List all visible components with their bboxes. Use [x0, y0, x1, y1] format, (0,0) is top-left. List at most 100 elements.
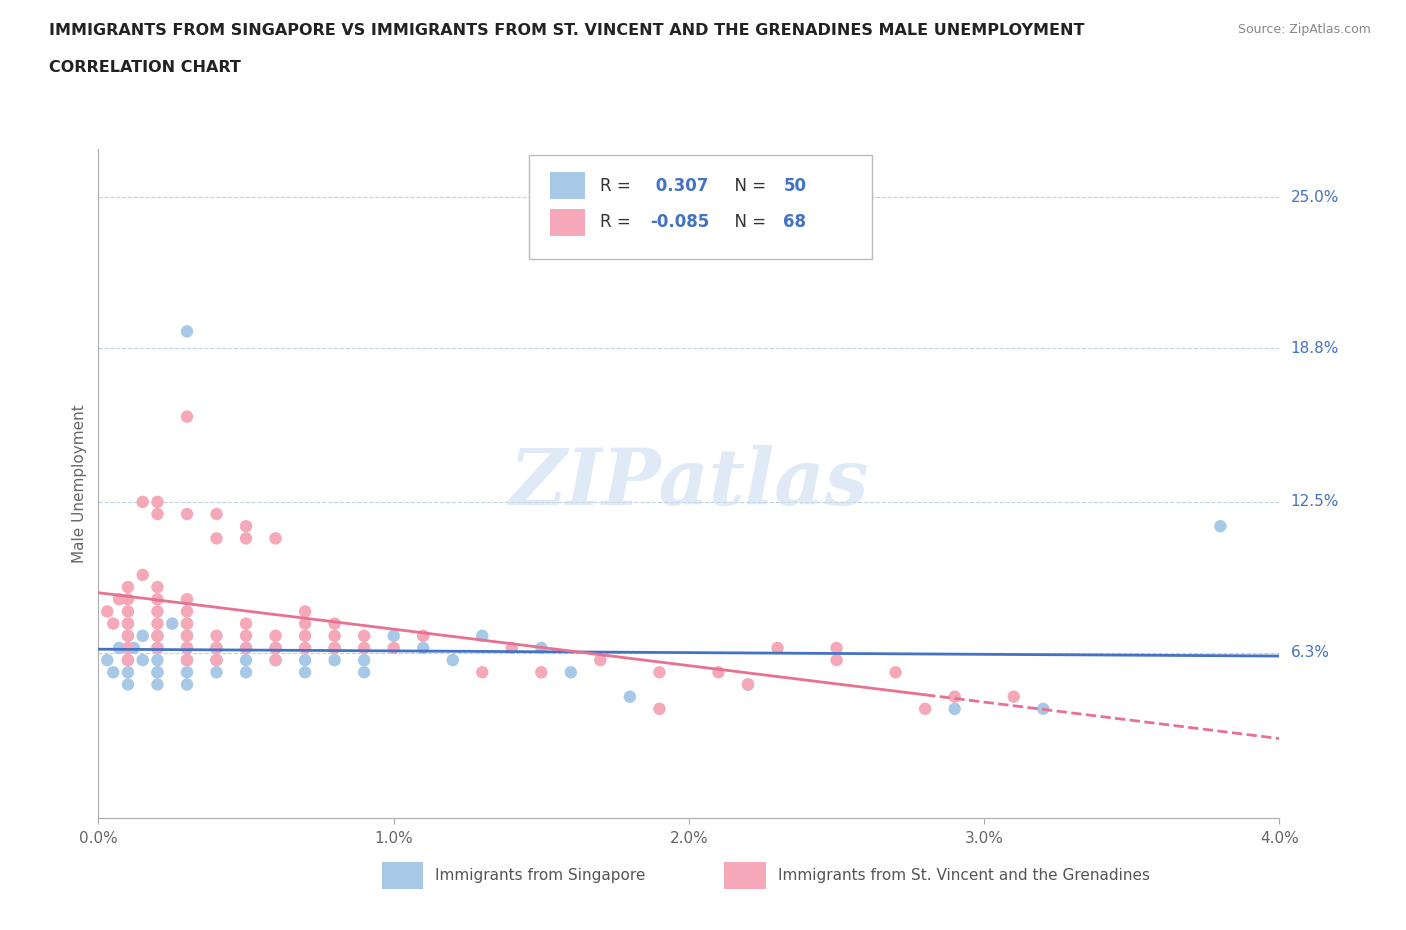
Text: N =: N =: [724, 214, 772, 232]
Point: [205, 641, 228, 656]
Point: [648, 701, 671, 716]
Point: [146, 665, 169, 680]
Point: [176, 324, 198, 339]
Point: [117, 677, 139, 692]
Point: [117, 665, 139, 680]
Point: [589, 653, 612, 668]
Point: [294, 604, 316, 618]
Point: [619, 689, 641, 704]
Point: [353, 653, 375, 668]
Point: [825, 653, 848, 668]
Point: [353, 629, 375, 644]
Point: [176, 665, 198, 680]
Point: [146, 629, 169, 644]
Point: [235, 641, 257, 656]
Point: [176, 641, 198, 656]
Point: [176, 677, 198, 692]
Text: 68: 68: [783, 214, 807, 232]
Point: [146, 641, 169, 656]
Point: [146, 629, 169, 644]
Point: [146, 653, 169, 668]
Point: [441, 653, 464, 668]
Text: Immigrants from St. Vincent and the Grenadines: Immigrants from St. Vincent and the Gren…: [778, 868, 1150, 883]
Point: [884, 665, 907, 680]
Text: R =: R =: [600, 177, 637, 194]
Point: [707, 665, 730, 680]
Point: [235, 519, 257, 534]
Point: [648, 665, 671, 680]
Text: Source: ZipAtlas.com: Source: ZipAtlas.com: [1237, 23, 1371, 36]
Point: [294, 641, 316, 656]
Point: [132, 629, 155, 644]
Point: [471, 665, 494, 680]
Point: [146, 507, 169, 522]
Point: [205, 653, 228, 668]
Text: ZIPatlas: ZIPatlas: [509, 445, 869, 522]
Point: [176, 617, 198, 631]
Point: [737, 677, 759, 692]
Point: [353, 665, 375, 680]
Point: [264, 531, 287, 546]
Point: [176, 629, 198, 644]
Point: [96, 653, 118, 668]
Point: [117, 629, 139, 644]
Point: [117, 653, 139, 668]
Text: 18.8%: 18.8%: [1291, 341, 1339, 356]
Point: [235, 665, 257, 680]
Point: [205, 641, 228, 656]
Point: [176, 653, 198, 668]
Point: [737, 677, 759, 692]
Point: [146, 604, 169, 618]
Point: [501, 641, 523, 656]
Point: [146, 665, 169, 680]
Point: [943, 701, 966, 716]
Point: [117, 579, 139, 594]
Point: [132, 567, 155, 582]
Point: [176, 409, 198, 424]
Bar: [550, 172, 585, 199]
Point: [117, 617, 139, 631]
Text: -0.085: -0.085: [650, 214, 709, 232]
Point: [132, 495, 155, 510]
Point: [205, 629, 228, 644]
Point: [235, 653, 257, 668]
Point: [560, 665, 582, 680]
Point: [176, 617, 198, 631]
Point: [96, 604, 118, 618]
Text: 6.3%: 6.3%: [1291, 645, 1330, 660]
Point: [103, 617, 124, 631]
Point: [294, 665, 316, 680]
Point: [382, 629, 405, 644]
Point: [294, 617, 316, 631]
Point: [117, 591, 139, 606]
Point: [176, 591, 198, 606]
Point: [146, 677, 169, 692]
Point: [117, 629, 139, 644]
Point: [235, 641, 257, 656]
Point: [766, 641, 789, 656]
Point: [264, 629, 287, 644]
Point: [471, 629, 494, 644]
Text: Immigrants from Singapore: Immigrants from Singapore: [434, 868, 645, 883]
Point: [264, 641, 287, 656]
Point: [162, 617, 183, 631]
Point: [323, 641, 346, 656]
Point: [117, 653, 139, 668]
Point: [235, 629, 257, 644]
Point: [825, 641, 848, 656]
Text: 12.5%: 12.5%: [1291, 495, 1339, 510]
Point: [294, 653, 316, 668]
Point: [323, 617, 346, 631]
Point: [108, 591, 131, 606]
Point: [1002, 689, 1025, 704]
Text: CORRELATION CHART: CORRELATION CHART: [49, 60, 240, 75]
Point: [412, 641, 434, 656]
Point: [323, 629, 346, 644]
Point: [1209, 519, 1232, 534]
Point: [294, 629, 316, 644]
Point: [176, 641, 198, 656]
Text: IMMIGRANTS FROM SINGAPORE VS IMMIGRANTS FROM ST. VINCENT AND THE GRENADINES MALE: IMMIGRANTS FROM SINGAPORE VS IMMIGRANTS …: [49, 23, 1084, 38]
Point: [146, 641, 169, 656]
Point: [323, 641, 346, 656]
Point: [1032, 701, 1054, 716]
